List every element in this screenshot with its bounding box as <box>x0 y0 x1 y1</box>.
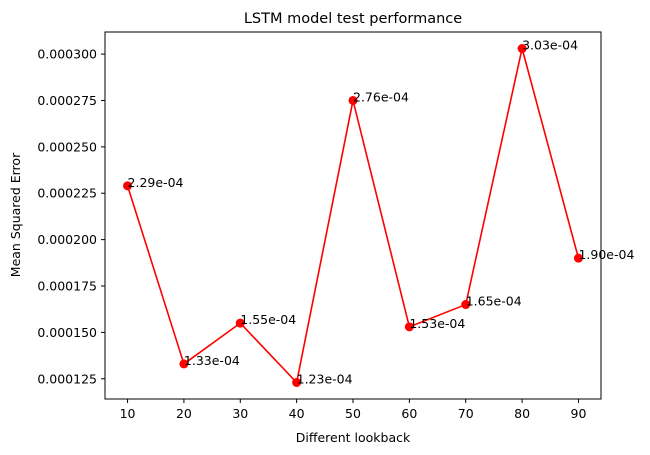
x-tick-label: 80 <box>514 406 530 421</box>
data-label: 1.55e-04 <box>240 312 296 327</box>
y-tick-label: 0.000175 <box>37 279 97 294</box>
data-label: 1.33e-04 <box>184 353 240 368</box>
data-point <box>179 359 189 369</box>
data-label: 1.65e-04 <box>466 294 522 309</box>
y-tick-label: 0.000150 <box>37 325 97 340</box>
data-point <box>123 181 133 191</box>
y-tick-label: 0.000250 <box>37 139 97 154</box>
data-point <box>292 377 302 387</box>
x-tick-label: 30 <box>232 406 248 421</box>
data-point <box>461 300 471 310</box>
y-tick-label: 0.000125 <box>37 371 97 386</box>
y-tick-label: 0.000200 <box>37 232 97 247</box>
x-tick-label: 10 <box>120 406 136 421</box>
x-tick-label: 20 <box>176 406 192 421</box>
data-label: 1.53e-04 <box>409 316 465 331</box>
x-tick-label: 40 <box>289 406 305 421</box>
x-axis-label: Different lookback <box>296 430 411 445</box>
y-tick-label: 0.000225 <box>37 186 97 201</box>
data-label: 3.03e-04 <box>522 38 578 53</box>
data-label: 1.90e-04 <box>578 247 634 262</box>
x-tick-label: 50 <box>345 406 361 421</box>
data-label: 1.23e-04 <box>297 371 353 386</box>
chart-title: LSTM model test performance <box>244 11 462 27</box>
x-axis: 10 20 30 40 50 60 70 80 90 <box>120 399 587 421</box>
y-tick-label: 0.000300 <box>37 47 97 62</box>
data-point <box>235 318 245 328</box>
data-point <box>573 253 583 263</box>
data-point <box>404 322 414 332</box>
y-axis-label: Mean Squared Error <box>8 152 23 277</box>
x-tick-label: 70 <box>458 406 474 421</box>
data-point <box>348 95 358 105</box>
x-tick-label: 60 <box>401 406 417 421</box>
data-label: 2.76e-04 <box>353 89 409 104</box>
data-label: 2.29e-04 <box>128 175 184 190</box>
data-point <box>517 44 527 54</box>
x-tick-label: 90 <box>571 406 587 421</box>
plot-area: 2.29e-04 1.33e-04 1.55e-04 1.23e-04 2.76e-04… <box>123 38 634 387</box>
y-axis: 0.000125 0.000150 0.000175 0.000200 0.000225… <box>37 47 105 386</box>
y-tick-label: 0.000275 <box>37 93 97 108</box>
